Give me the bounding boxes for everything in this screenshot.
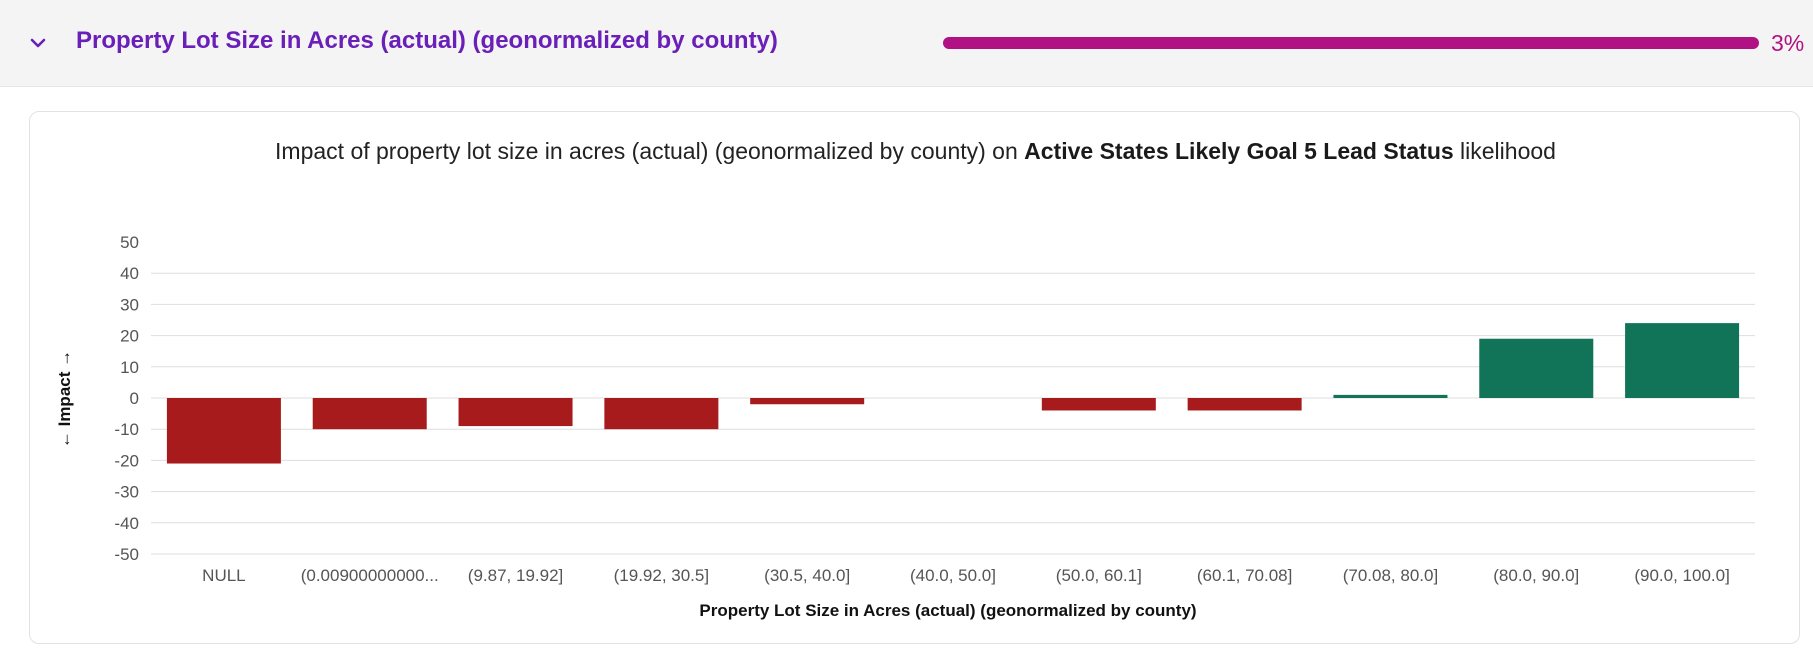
y-tick-label: -30 [114, 483, 139, 502]
x-tick-label: (50.0, 60.1] [1056, 566, 1142, 585]
y-tick-label: -50 [114, 545, 139, 564]
chart-title-target: Active States Likely Goal 5 Lead Status [1024, 138, 1454, 164]
x-axis-title: Property Lot Size in Acres (actual) (geo… [699, 601, 1196, 620]
y-tick-label: 10 [120, 358, 139, 377]
chart-card: Impact of property lot size in acres (ac… [29, 111, 1800, 644]
feature-title[interactable]: Property Lot Size in Acres (actual) (geo… [76, 27, 778, 54]
x-tick-label: (90.0, 100.0] [1634, 566, 1729, 585]
importance-bar-fill [943, 37, 1759, 49]
chart-title-prefix: Impact of property lot size in acres (ac… [275, 138, 1025, 164]
x-tick-label: (70.08, 80.0] [1343, 566, 1438, 585]
bar [604, 398, 719, 430]
y-tick-label: 30 [120, 295, 139, 314]
y-tick-label: 50 [120, 233, 139, 252]
bars [166, 323, 1740, 464]
bar [1187, 398, 1302, 411]
y-axis-title: ← Impact → [55, 350, 74, 448]
chart-title: Impact of property lot size in acres (ac… [30, 138, 1801, 165]
bar [1479, 338, 1594, 398]
x-tick-label: NULL [202, 566, 245, 585]
bar [312, 398, 427, 430]
y-tick-label: 0 [130, 389, 139, 408]
x-tick-label: (40.0, 50.0] [910, 566, 996, 585]
bar [166, 398, 281, 464]
y-tick-label: -40 [114, 514, 139, 533]
x-tick-label: (30.5, 40.0] [764, 566, 850, 585]
x-tick-label: (19.92, 30.5] [614, 566, 709, 585]
x-tick-label: (0.00900000000... [301, 566, 439, 585]
importance-bar [943, 37, 1759, 49]
y-tick-label: 20 [120, 327, 139, 346]
importance-percent: 3% [1771, 30, 1805, 56]
y-tick-label: 40 [120, 264, 139, 283]
feature-panel-header[interactable]: Property Lot Size in Acres (actual) (geo… [0, 0, 1813, 87]
bar [750, 398, 865, 405]
chevron-down-icon[interactable] [26, 31, 50, 55]
x-tick-label: (9.87, 19.92] [468, 566, 563, 585]
bar [1333, 394, 1448, 398]
bar [1625, 323, 1740, 398]
x-tick-label: (80.0, 90.0] [1493, 566, 1579, 585]
chart-title-suffix: likelihood [1453, 138, 1556, 164]
x-tick-labels: NULL (0.00900000000... (9.87, 19.92] (19.92… [202, 566, 1730, 585]
y-tick-labels: 50 40 30 20 10 0 -10 -20 -30 -40 -50 [114, 233, 139, 564]
bar [1041, 398, 1156, 411]
x-tick-label: (60.1, 70.08] [1197, 566, 1292, 585]
y-tick-label: -10 [114, 420, 139, 439]
y-tick-label: -20 [114, 451, 139, 470]
impact-bar-chart: 50 40 30 20 10 0 -10 -20 -30 -40 -50 NULL (0.0090000… [55, 233, 1755, 620]
bar [458, 398, 573, 427]
